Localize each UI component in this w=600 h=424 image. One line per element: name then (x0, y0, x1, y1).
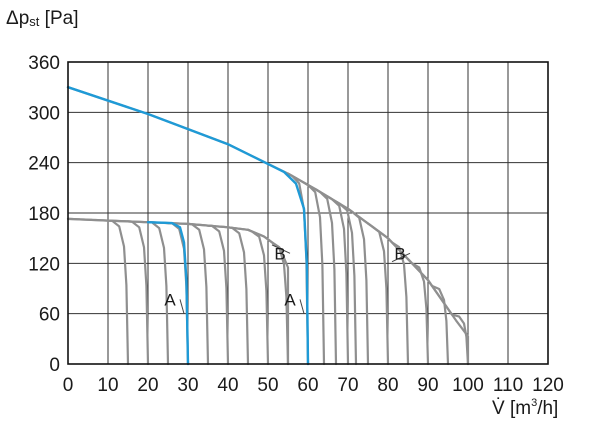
curve-annotations: A A B B (164, 244, 411, 314)
y-tick-labels: 0 60 120 180 240 300 360 (28, 53, 60, 376)
y-tick-label: 360 (28, 53, 60, 74)
curve-family-b (334, 200, 370, 366)
x-tick-label: 20 (137, 375, 158, 396)
x-tick-labels: 0 10 20 30 40 50 60 70 80 90 100 110 120 (63, 375, 564, 396)
envelope-a (66, 217, 290, 366)
curve-label: A (284, 290, 296, 309)
curve-label: B (274, 244, 285, 263)
curve-family-b (286, 172, 310, 366)
x-tick-label: 90 (417, 375, 438, 396)
x-tick-label: 30 (177, 375, 198, 396)
x-tick-label: 70 (337, 375, 358, 396)
highlighted-curves (66, 86, 310, 366)
curve-label: B (394, 244, 405, 263)
x-tick-label: 60 (297, 375, 318, 396)
highlight-curve-a (146, 221, 190, 366)
y-tick-label: 300 (28, 103, 60, 124)
annotation-leader (391, 252, 411, 263)
curve-family-a (66, 217, 130, 366)
highlight-curve-b (66, 86, 310, 366)
annotation-leader (299, 299, 305, 314)
x-tick-label: 120 (532, 375, 564, 396)
x-tick-label: 40 (217, 375, 238, 396)
x-tick-label: 110 (493, 375, 523, 396)
y-axis-label: Δpst [Pa] (6, 8, 78, 29)
x-tick-label: 100 (452, 375, 484, 396)
y-tick-label: 0 (49, 355, 60, 376)
x-tick-label: 80 (377, 375, 398, 396)
x-tick-label: 50 (257, 375, 278, 396)
x-axis-label: V̇ [m3/h] (492, 397, 558, 419)
y-tick-label: 180 (28, 204, 60, 225)
annotation-leader (179, 299, 185, 314)
y-tick-label: 60 (39, 305, 60, 326)
x-tick-label: 0 (63, 375, 74, 396)
y-tick-label: 120 (28, 254, 60, 275)
y-tick-label: 240 (28, 154, 60, 175)
plot-frame (67, 61, 549, 365)
curve-label: A (164, 290, 176, 309)
x-tick-label: 10 (97, 375, 118, 396)
annotation-leader (271, 244, 291, 254)
